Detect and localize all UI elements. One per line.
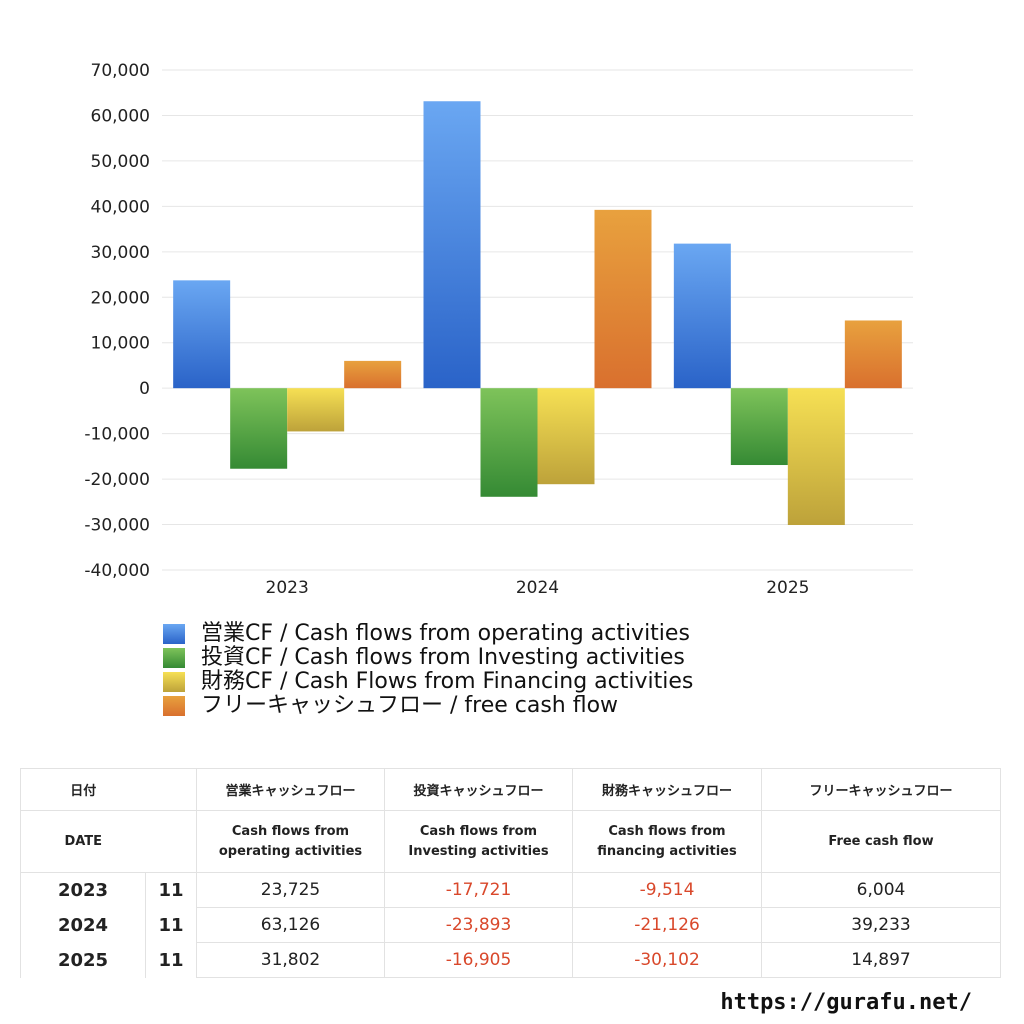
bar-financing-2023: [287, 388, 345, 432]
bars: [173, 101, 902, 526]
legend-item-investing: 投資CF / Cash flows from Investing activit…: [163, 646, 883, 670]
legend-item-free: フリーキャッシュフロー / free cash flow: [163, 694, 883, 718]
bar-investing-2025: [730, 388, 788, 466]
y-tick-label: -10,000: [84, 425, 150, 445]
header-investing-en-line2: Investing activities: [408, 843, 549, 859]
y-tick-label: 40,000: [91, 197, 150, 217]
row-financing: -30,102: [572, 942, 762, 978]
y-tick-label: 60,000: [91, 106, 150, 126]
row-year: 2023: [20, 872, 146, 908]
header-operating-en-line1: Cash flows from: [231, 823, 350, 839]
row-year: 2024: [20, 907, 146, 943]
bar-investing-2023: [230, 388, 288, 469]
y-tick-label: 20,000: [91, 288, 150, 308]
legend-swatch-financing: [163, 672, 185, 692]
header-financing-en-line1: Cash flows from: [608, 823, 726, 839]
header-financing-en: Cash flows from financing activities: [572, 810, 762, 873]
y-tick-label: 10,000: [91, 334, 150, 354]
table-row: 2024 11 63,126 -23,893 -21,126 39,233: [20, 907, 1001, 943]
table-row: 2025 11 31,802 -16,905 -30,102 14,897: [20, 942, 1001, 978]
legend-swatch-operating: [163, 624, 185, 644]
legend-label-free: フリーキャッシュフロー / free cash flow: [201, 693, 619, 718]
bar-free-2024: [594, 209, 652, 389]
row-financing: -21,126: [572, 907, 762, 943]
bar-operating-2024: [423, 101, 481, 389]
header-month-spacer: [145, 768, 197, 811]
row-operating: 31,802: [196, 942, 385, 978]
bar-free-2023: [344, 360, 402, 389]
row-investing: -23,893: [384, 907, 573, 943]
y-tick-label: -40,000: [84, 561, 150, 581]
header-financing-jp: 財務キャッシュフロー: [572, 768, 762, 811]
row-investing: -17,721: [384, 872, 573, 908]
header-free-en: Free cash flow: [761, 810, 1001, 873]
cash-flow-table: 日付 営業キャッシュフロー 投資キャッシュフロー 財務キャッシュフロー フリーキ…: [20, 768, 1001, 978]
y-tick-label: 50,000: [91, 152, 150, 172]
legend-swatch-free: [163, 696, 185, 716]
bar-operating-2023: [173, 280, 231, 389]
y-tick-label: -20,000: [84, 470, 150, 490]
x-tick-label: 2025: [766, 578, 809, 598]
header-date-en: DATE: [20, 810, 146, 873]
legend-label-financing: 財務CF / Cash Flows from Financing activit…: [201, 669, 694, 694]
legend-label-investing: 投資CF / Cash flows from Investing activit…: [201, 645, 685, 670]
header-free-jp: フリーキャッシュフロー: [761, 768, 1001, 811]
row-free: 39,233: [761, 907, 1001, 943]
row-operating: 23,725: [196, 872, 385, 908]
row-month: 11: [145, 942, 197, 978]
legend-item-operating: 営業CF / Cash flows from operating activit…: [163, 622, 883, 646]
row-operating: 63,126: [196, 907, 385, 943]
y-axis-ticks: 70,000 60,000 50,000 40,000 30,000 20,000 10,0…: [84, 61, 150, 581]
header-month-spacer-en: [145, 810, 197, 873]
table-row: 2023 11 23,725 -17,721 -9,514 6,004: [20, 872, 1001, 908]
row-financing: -9,514: [572, 872, 762, 908]
header-operating-en: Cash flows from operating activities: [196, 810, 385, 873]
row-month: 11: [145, 872, 197, 908]
header-operating-en-line2: operating activities: [218, 843, 363, 859]
legend-label-operating: 営業CF / Cash flows from operating activit…: [201, 621, 690, 646]
cash-flow-bar-chart: 70,000 60,000 50,000 40,000 30,000 20,000 10,0…: [84, 61, 913, 598]
chart-legend: 営業CF / Cash flows from operating activit…: [163, 622, 883, 718]
row-investing: -16,905: [384, 942, 573, 978]
table-header-row-jp: 日付 営業キャッシュフロー 投資キャッシュフロー 財務キャッシュフロー フリーキ…: [20, 768, 1001, 811]
y-tick-label: 0: [139, 379, 150, 399]
header-operating-jp: 営業キャッシュフロー: [196, 768, 385, 811]
header-financing-en-line2: financing activities: [597, 843, 737, 859]
table-header-row-en: DATE Cash flows from operating activitie…: [20, 810, 1001, 873]
y-tick-label: -30,000: [84, 516, 150, 536]
header-investing-jp: 投資キャッシュフロー: [384, 768, 573, 811]
bar-financing-2025: [787, 388, 845, 526]
row-month: 11: [145, 907, 197, 943]
header-investing-en: Cash flows from Investing activities: [384, 810, 573, 873]
bar-investing-2024: [480, 388, 538, 497]
bar-free-2025: [844, 320, 902, 389]
bar-operating-2025: [673, 243, 731, 389]
y-tick-label: 30,000: [91, 243, 150, 263]
row-year: 2025: [20, 942, 146, 978]
legend-item-financing: 財務CF / Cash Flows from Financing activit…: [163, 670, 883, 694]
y-tick-label: 70,000: [91, 61, 150, 81]
row-free: 14,897: [761, 942, 1001, 978]
x-axis-ticks: 2023 2024 2025: [266, 578, 810, 598]
source-url-link[interactable]: https://gurafu.net/: [720, 990, 972, 1015]
header-free-en-line1: Free cash flow: [828, 833, 934, 849]
x-tick-label: 2023: [266, 578, 309, 598]
legend-swatch-investing: [163, 648, 185, 668]
header-investing-en-line1: Cash flows from: [419, 823, 538, 839]
x-tick-label: 2024: [516, 578, 559, 598]
header-date-jp: 日付: [20, 768, 146, 811]
row-free: 6,004: [761, 872, 1001, 908]
bar-financing-2024: [537, 388, 595, 485]
